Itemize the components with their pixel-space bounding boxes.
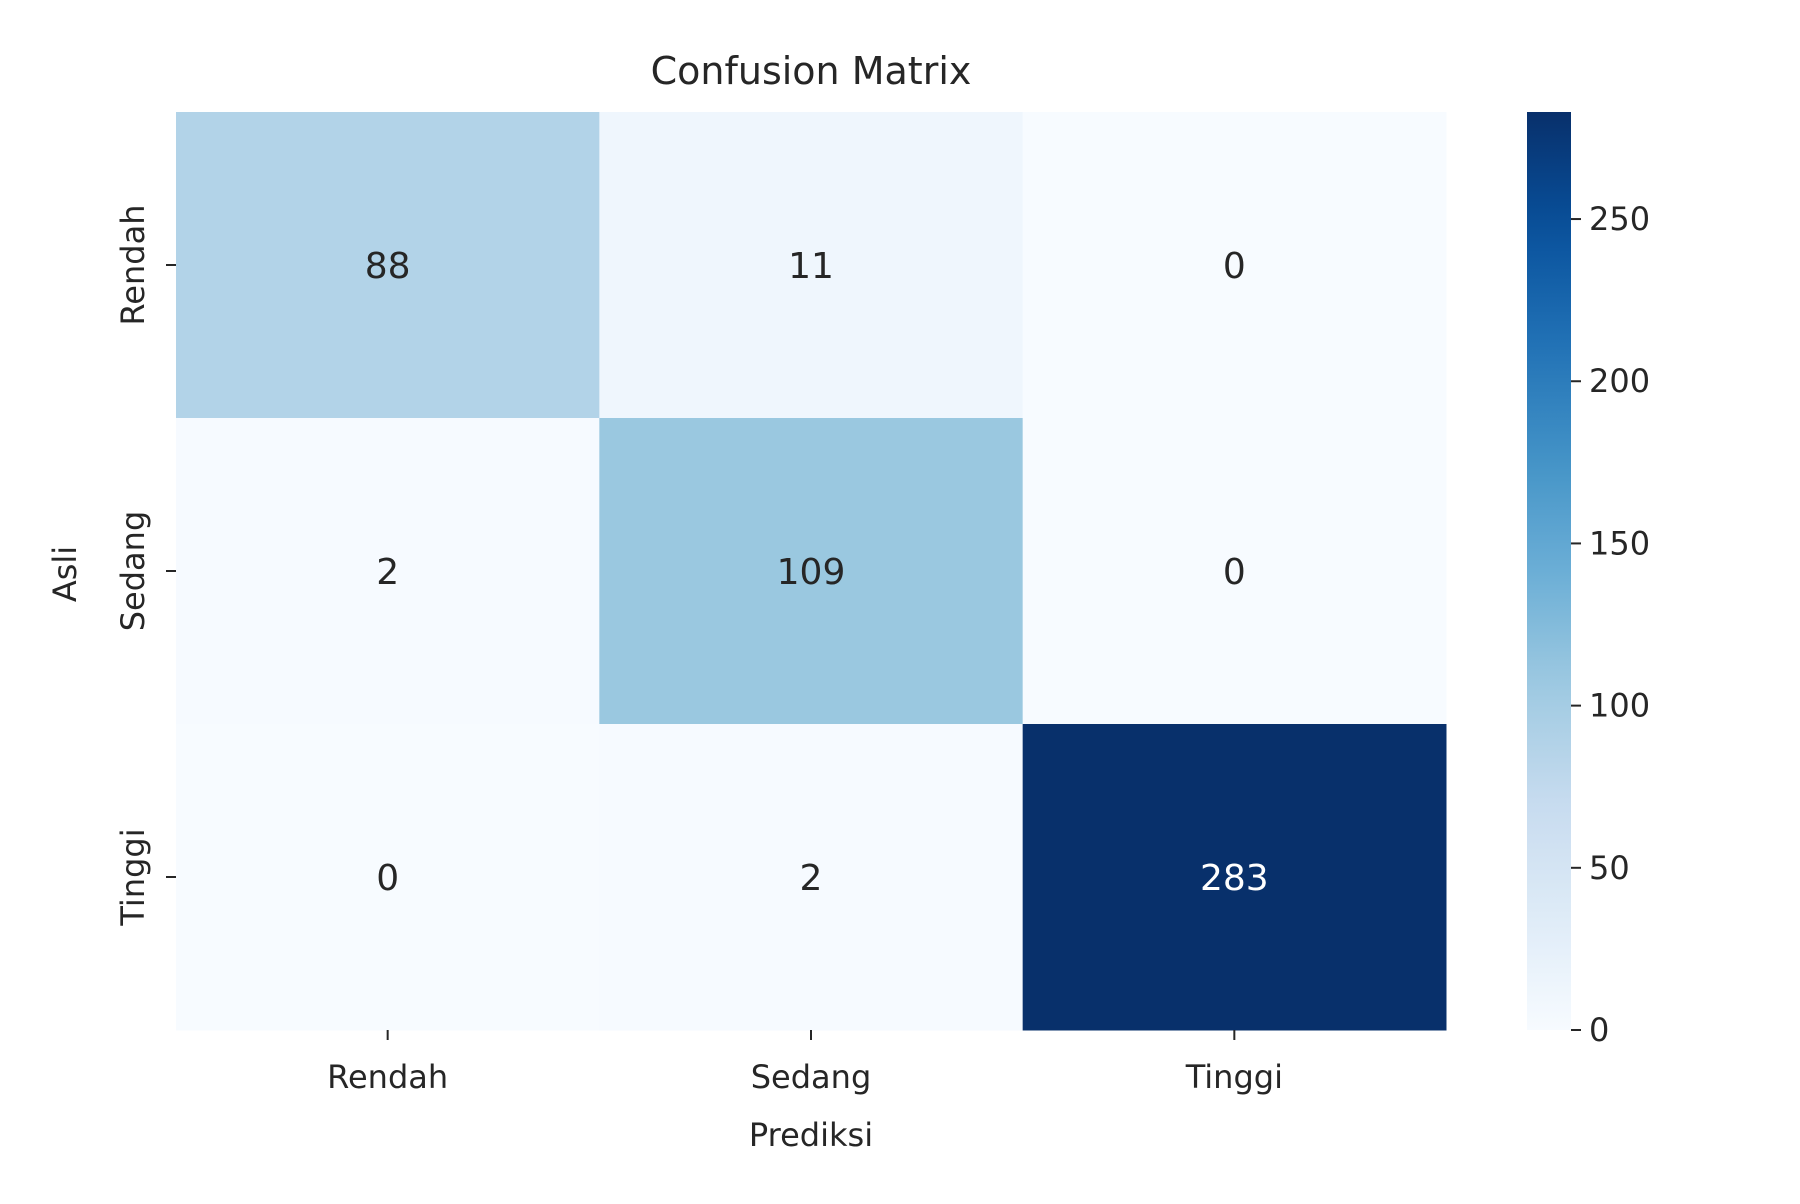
heatmap-cell-0-2	[1022, 112, 1447, 419]
heatmap-cell-2-0	[176, 724, 600, 1031]
y-tick-label-1: Sedang	[114, 511, 152, 632]
y-axis-ticks: Rendah Sedang Tinggi	[114, 205, 176, 927]
colorbar	[1527, 112, 1571, 1030]
cell-value-2-1: 2	[800, 858, 823, 899]
x-axis-label: Prediksi	[749, 1116, 873, 1154]
cell-value-0-1: 11	[788, 246, 834, 287]
heatmap-cell-labels: 88 11 0 2 109 0 0 2 283	[365, 246, 1269, 899]
colorbar-tick-label-2: 100	[1589, 687, 1650, 725]
colorbar-ticks: 0 50 100 150 200 250	[1571, 200, 1650, 1049]
heatmap-cell-2-1	[599, 724, 1024, 1031]
x-tick-label-0: Rendah	[327, 1058, 448, 1096]
heatmap-cell-1-2	[1022, 418, 1447, 725]
cell-value-1-1: 109	[777, 552, 846, 593]
x-tick-label-1: Sedang	[751, 1058, 872, 1096]
colorbar-tick-label-1: 50	[1589, 849, 1630, 887]
heatmap-cell-1-1	[599, 418, 1024, 725]
heatmap-cells	[176, 112, 1447, 1031]
y-tick-label-2: Tinggi	[114, 828, 152, 926]
heatmap-cell-2-2	[1022, 724, 1447, 1031]
x-axis-ticks: Rendah Sedang Tinggi	[327, 1030, 1283, 1096]
heatmap-cell-1-0	[176, 418, 600, 725]
colorbar-tick-label-4: 200	[1589, 362, 1650, 400]
cell-value-2-2: 283	[1200, 858, 1269, 899]
cell-value-0-0: 88	[365, 246, 411, 287]
colorbar-tick-label-0: 0	[1589, 1011, 1609, 1049]
chart-title: Confusion Matrix	[651, 49, 972, 93]
x-tick-label-2: Tinggi	[1185, 1058, 1283, 1096]
heatmap-cell-0-0	[176, 112, 600, 419]
cell-value-1-2: 0	[1223, 552, 1246, 593]
cell-value-2-0: 0	[376, 858, 399, 899]
cell-value-1-0: 2	[376, 552, 399, 593]
colorbar-tick-label-3: 150	[1589, 524, 1650, 562]
heatmap-cell-0-1	[599, 112, 1024, 419]
y-axis-label: Asli	[46, 546, 84, 602]
cell-value-0-2: 0	[1223, 246, 1246, 287]
colorbar-tick-label-5: 250	[1589, 200, 1650, 238]
y-tick-label-0: Rendah	[114, 205, 152, 326]
